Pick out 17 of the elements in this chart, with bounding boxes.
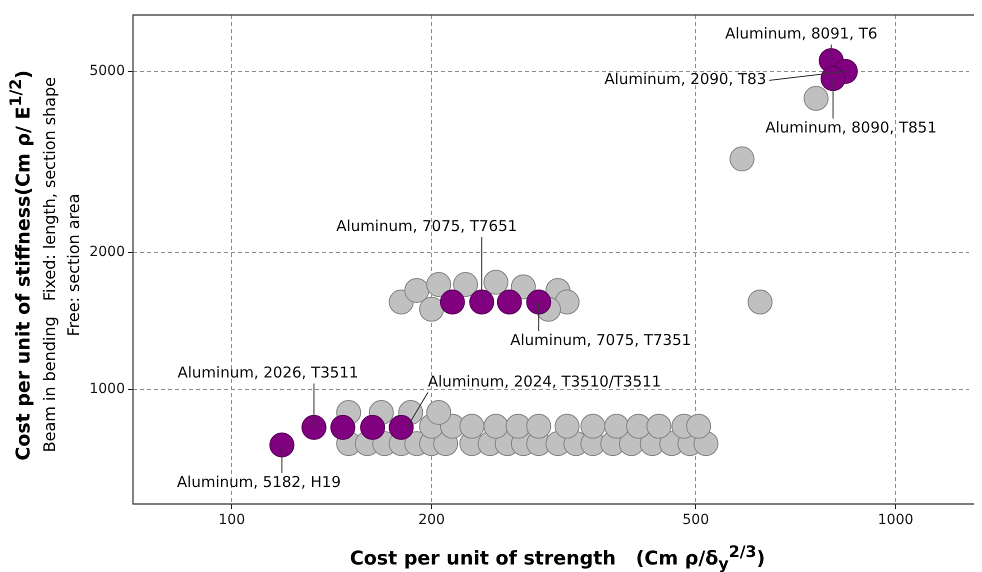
annotation: Aluminum, 8091, T6	[725, 24, 878, 42]
y-tick-label: 2000	[89, 244, 125, 260]
x-tick-label: 100	[218, 512, 246, 528]
text: Free: section area	[63, 192, 84, 338]
text: Beam in bending Fixed: length, section shape	[39, 77, 60, 453]
x-tick-label: 500	[682, 512, 710, 528]
x-tick-label: 200	[418, 512, 445, 528]
annotation: Aluminum, 2026, T3511	[177, 363, 358, 382]
y-tick-label: 5000	[89, 63, 125, 79]
x-tick-label: 1000	[878, 512, 914, 528]
annotation: Aluminum, 2090, T83	[604, 70, 766, 88]
annotation: Aluminum, 7075, T7351	[510, 330, 692, 349]
annotation: Aluminum, 5182, H19	[176, 472, 341, 491]
y-tick-label: 1000	[89, 381, 125, 398]
annotation: Aluminum, 7075, T7651	[336, 216, 518, 235]
annotation: Aluminum, 2024, T3510/T3511	[428, 372, 662, 390]
annotation: Aluminum, 8090, T851	[765, 118, 937, 136]
